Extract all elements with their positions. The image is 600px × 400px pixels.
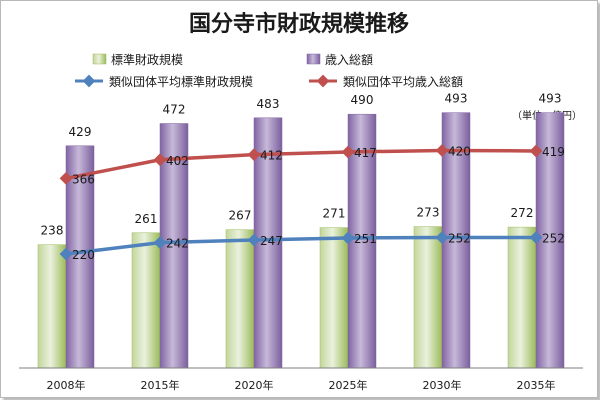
bar-label-2-5: 493 — [539, 92, 562, 106]
bar-label-2-2: 483 — [257, 97, 280, 111]
bar-label-1-5: 272 — [511, 206, 534, 220]
plot-area: 238 261 267 271 273 272 429 472 483 490 493 493 2008… — [19, 92, 583, 392]
bar-label-2-1: 472 — [163, 103, 186, 117]
line-label-1-3: 251 — [354, 232, 377, 246]
line-label-2-0: 366 — [72, 172, 95, 186]
line-label-2-1: 402 — [166, 154, 189, 168]
bar-1-1 — [132, 233, 160, 368]
line-label-2-3: 417 — [354, 146, 377, 160]
line-label-2-5: 419 — [542, 145, 565, 159]
line-label-1-5: 252 — [542, 231, 565, 245]
line-label-1-0: 220 — [72, 248, 95, 262]
legend-label-similar-standard-scale: 類似団体平均標準財政規模 — [109, 74, 253, 89]
line-label-1-1: 242 — [166, 237, 189, 251]
bar-label-1-3: 271 — [323, 207, 346, 221]
bar-1-4 — [414, 227, 442, 368]
legend-marker-similar-total-revenue — [317, 75, 330, 88]
legend-marker-similar-standard-scale — [83, 75, 96, 88]
bar-1-5 — [508, 227, 536, 368]
x-tick-label-4: 2030年 — [423, 378, 462, 392]
x-tick-label-0: 2008年 — [47, 378, 86, 392]
line-label-1-4: 252 — [448, 231, 471, 245]
line-label-1-2: 247 — [260, 234, 283, 248]
bar-label-1-0: 238 — [41, 224, 64, 238]
x-tick-label-2: 2020年 — [235, 378, 274, 392]
bar-label-1-1: 261 — [135, 212, 158, 226]
line-label-2-4: 420 — [448, 144, 471, 158]
bar-1-0 — [38, 245, 66, 368]
bar-label-2-0: 429 — [69, 125, 92, 139]
legend-swatch-total-revenue — [307, 54, 320, 64]
chart-title: 国分寺市財政規模推移 — [189, 11, 409, 37]
legend-swatch-standard-scale — [93, 54, 106, 64]
legend-label-total-revenue: 歳入総額 — [325, 53, 373, 67]
bar-label-1-2: 267 — [229, 209, 252, 223]
line-label-2-2: 412 — [260, 149, 283, 163]
x-tick-label-1: 2015年 — [141, 378, 180, 392]
x-tick-label-3: 2025年 — [329, 378, 368, 392]
legend-label-similar-total-revenue: 類似団体平均歳入総額 — [343, 75, 463, 89]
bar-label-2-3: 490 — [351, 93, 374, 107]
bar-label-2-4: 493 — [445, 92, 468, 106]
x-tick-label-5: 2035年 — [517, 378, 556, 392]
bar-1-2 — [226, 230, 254, 368]
legend-label-standard-scale: 標準財政規模 — [111, 52, 183, 67]
bar-1-3 — [320, 228, 348, 368]
bar-label-1-4: 273 — [417, 206, 440, 220]
